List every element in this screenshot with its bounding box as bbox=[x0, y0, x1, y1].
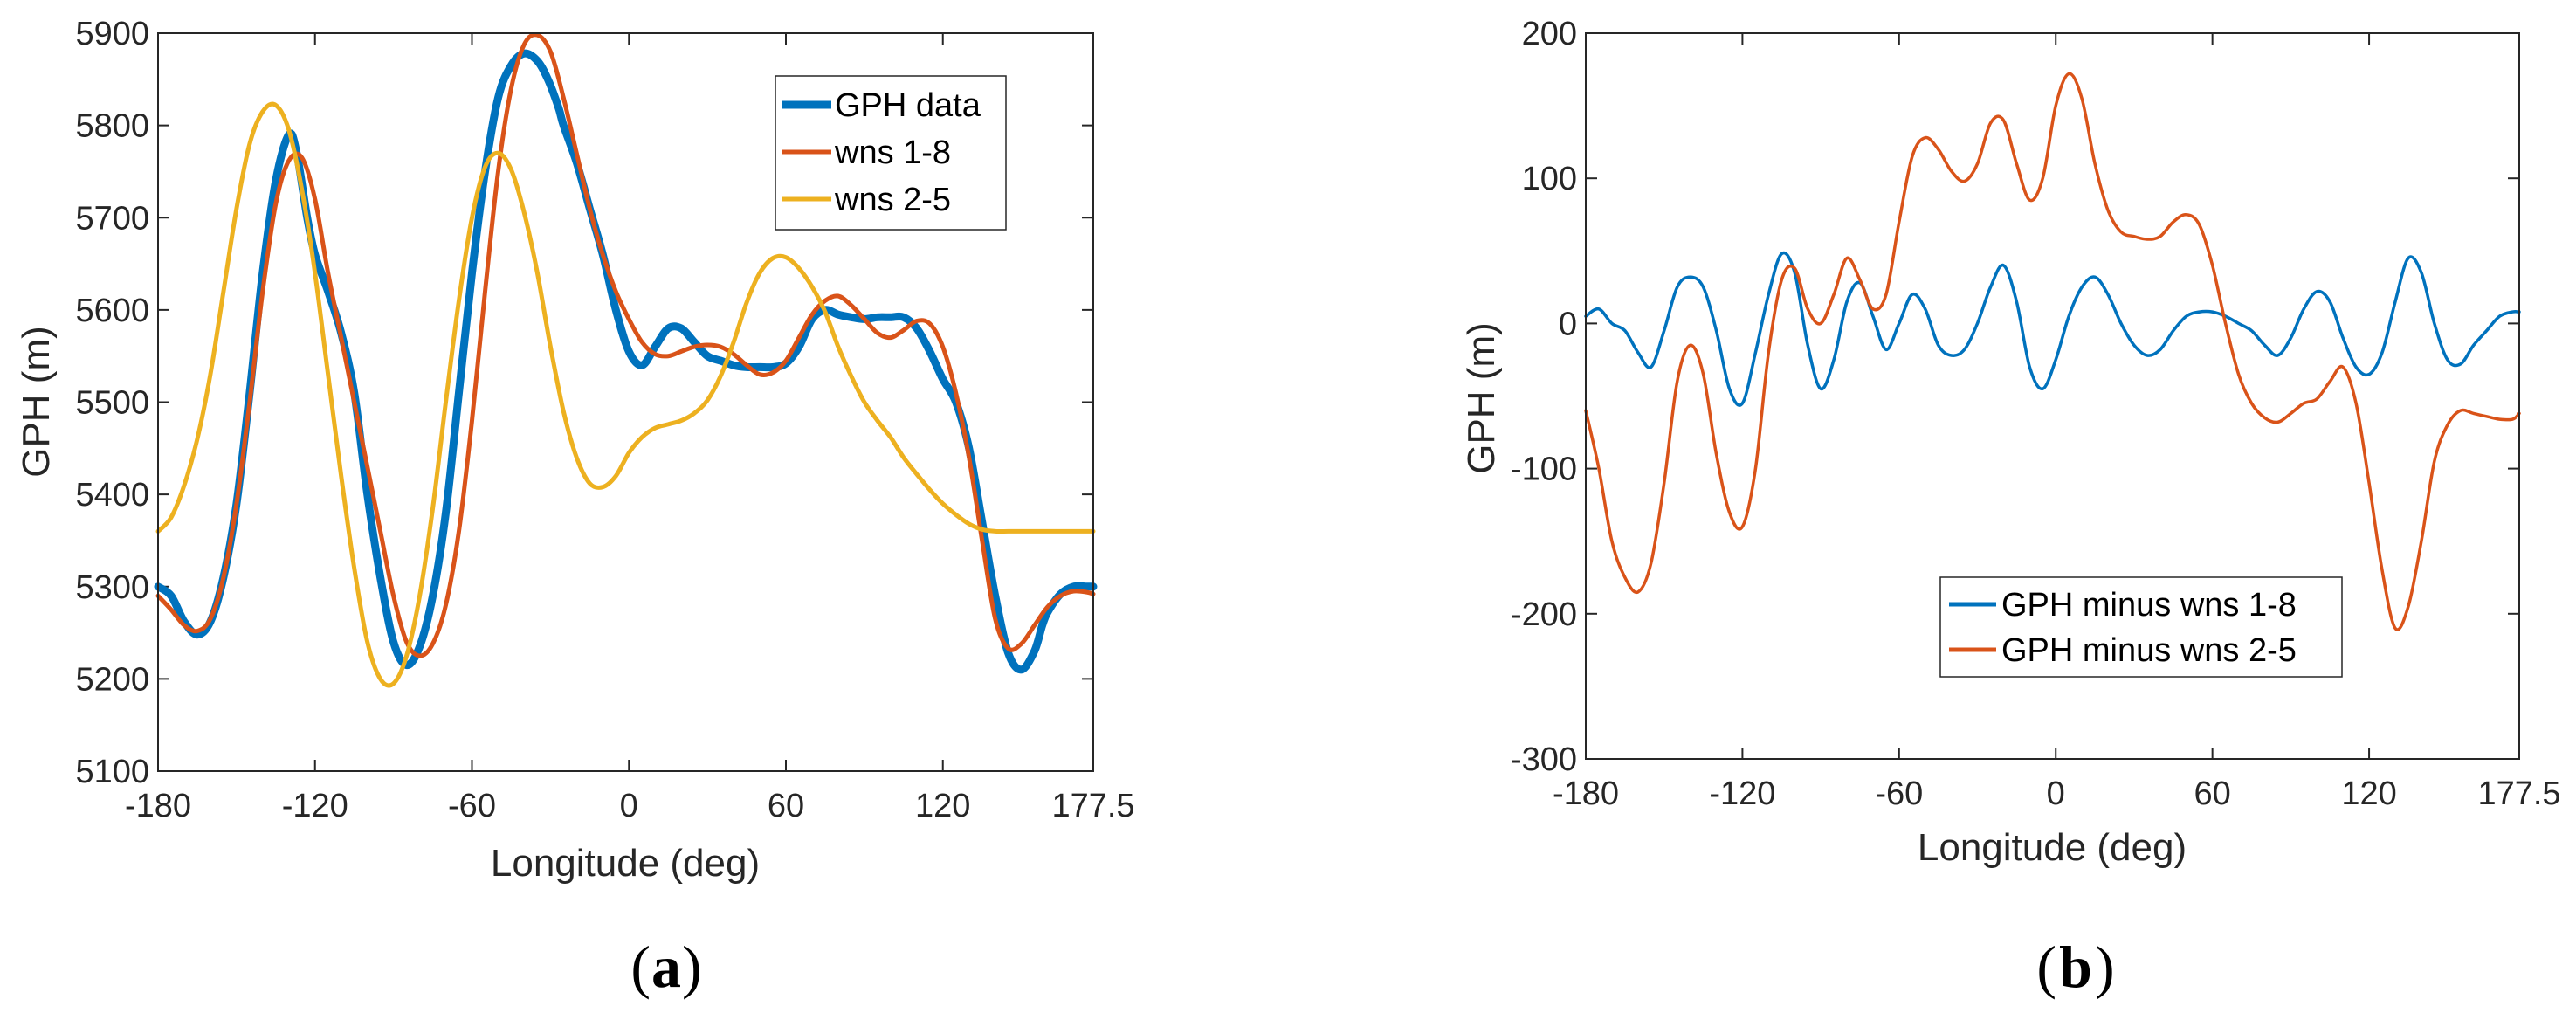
y-axis-label-a: GPH (m) bbox=[15, 326, 58, 478]
panel-letter-b: b bbox=[2059, 934, 2092, 1000]
legend-label-gph-data: GPH data bbox=[835, 87, 981, 124]
x-axis-label-a: Longitude (deg) bbox=[491, 842, 760, 885]
x-tick-label: -60 bbox=[1875, 775, 1923, 812]
x-tick-label: -120 bbox=[1709, 775, 1775, 812]
plot-frame-a bbox=[157, 32, 1094, 772]
svg-text:): ) bbox=[2095, 934, 2115, 1000]
legend-b[interactable]: GPH minus wns 1-8 GPH minus wns 2-5 bbox=[1939, 576, 2343, 678]
panel-label-b: ( b ) bbox=[2036, 934, 2114, 1000]
y-tick-label: 5600 bbox=[75, 293, 149, 329]
chart-panel-b: -180 -120 -60 0 60 120 177.5 -300 -200 -100 0 100 20… bbox=[1460, 16, 2561, 1000]
axis-ticks-a: -180 -120 -60 0 60 120 177.5 5100 5200 5300 5400 55… bbox=[75, 16, 1134, 824]
y-tick-label: -100 bbox=[1511, 451, 1577, 488]
chart-panel-a: -180 -120 -60 0 60 120 177.5 5100 5200 5300 5400 55… bbox=[15, 16, 1135, 1000]
y-tick-label: -300 bbox=[1511, 741, 1577, 778]
svg-text:(: ( bbox=[2036, 934, 2056, 1000]
x-tick-label: -120 bbox=[282, 788, 348, 824]
series-line-gph-minus-wns-1-8-panel-b bbox=[1584, 251, 2521, 407]
series-line-wns-2-5-panel-a bbox=[155, 101, 1096, 688]
y-tick-label: 5100 bbox=[75, 754, 149, 790]
legend-label-wns-2-5: wns 2-5 bbox=[834, 182, 951, 218]
y-tick-label: 100 bbox=[1522, 161, 1577, 197]
legend-box-b bbox=[1939, 576, 2343, 678]
svg-text:): ) bbox=[682, 934, 702, 1000]
x-tick-label: 177.5 bbox=[2477, 775, 2560, 812]
y-tick-label: 200 bbox=[1522, 16, 1577, 52]
legend-label-gph-minus-wns-2-5: GPH minus wns 2-5 bbox=[2001, 632, 2297, 669]
x-axis-label-b: Longitude (deg) bbox=[1918, 826, 2187, 869]
x-tick-label: 60 bbox=[768, 788, 804, 824]
series-line-gph-minus-wns-2-5-panel-b bbox=[1584, 72, 2521, 631]
series-group-b bbox=[1584, 72, 2521, 631]
series-line-wns-1-8-panel-a bbox=[155, 32, 1096, 658]
x-tick-label: 177.5 bbox=[1051, 788, 1134, 824]
legend-label-gph-minus-wns-1-8: GPH minus wns 1-8 bbox=[2001, 587, 2297, 624]
y-tick-label: 5200 bbox=[75, 661, 149, 698]
axis-ticks-b: -180 -120 -60 0 60 120 177.5 -300 -200 -100 0 100 20… bbox=[1511, 16, 2561, 812]
y-tick-label: -200 bbox=[1511, 596, 1577, 633]
y-tick-label: 5500 bbox=[75, 385, 149, 422]
x-tick-label: 120 bbox=[2341, 775, 2396, 812]
x-tick-label: 60 bbox=[2194, 775, 2231, 812]
series-group-a bbox=[154, 32, 1098, 688]
y-tick-label: 5800 bbox=[75, 108, 149, 145]
x-tick-label: -180 bbox=[1553, 775, 1619, 812]
x-tick-label: -60 bbox=[448, 788, 496, 824]
y-tick-label: 5400 bbox=[75, 477, 149, 513]
x-tick-label: -180 bbox=[125, 788, 191, 824]
y-tick-label: 5900 bbox=[75, 16, 149, 52]
x-tick-label: 0 bbox=[620, 788, 638, 824]
x-tick-label: 0 bbox=[2047, 775, 2065, 812]
y-axis-label-b: GPH (m) bbox=[1460, 322, 1503, 474]
y-tick-label: 5700 bbox=[75, 200, 149, 237]
plot-frame-b bbox=[1585, 32, 2520, 760]
panel-letter-a: a bbox=[651, 934, 681, 1000]
x-tick-label: 120 bbox=[915, 788, 970, 824]
y-tick-label: 5300 bbox=[75, 569, 149, 606]
panel-label-a: ( a ) bbox=[630, 934, 701, 1000]
svg-text:(: ( bbox=[630, 934, 651, 1000]
legend-label-wns-1-8: wns 1-8 bbox=[834, 134, 951, 171]
legend-a[interactable]: GPH data wns 1-8 wns 2-5 bbox=[775, 75, 1007, 231]
y-tick-label: 0 bbox=[1559, 306, 1577, 342]
